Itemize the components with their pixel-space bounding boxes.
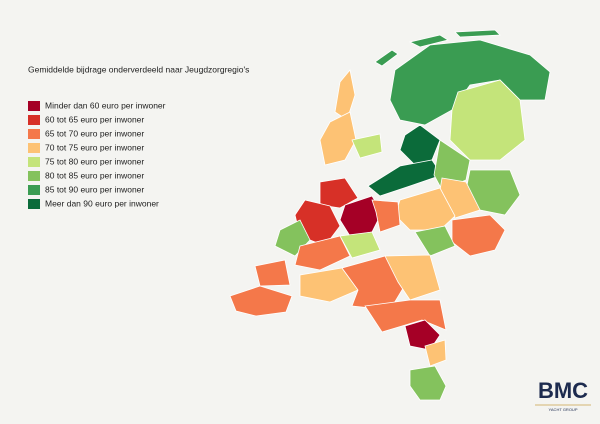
region <box>254 259 291 287</box>
island <box>374 49 399 67</box>
region <box>319 111 357 166</box>
island <box>454 29 501 38</box>
logo-tagline: YACHT GROUP <box>549 407 578 412</box>
island <box>408 34 450 48</box>
logo-name: BMC <box>538 378 588 403</box>
region <box>449 79 526 161</box>
region <box>424 339 447 367</box>
logo: BMC YACHT GROUP <box>535 378 591 412</box>
legend-label: Minder dan 60 euro per inwoner <box>45 100 166 110</box>
legend-label: Meer dan 90 euro per inwoner <box>45 198 159 208</box>
legend-label: 75 tot 80 euro per inwoner <box>45 156 144 166</box>
region <box>384 254 441 301</box>
legend-swatch <box>28 157 40 167</box>
region <box>294 235 351 271</box>
region <box>409 365 447 401</box>
legend-label: 70 tot 75 euro per inwoner <box>45 142 144 152</box>
legend: Minder dan 60 euro per inwoner 60 tot 65 … <box>28 100 166 209</box>
region <box>404 319 441 351</box>
region <box>334 69 356 121</box>
region <box>371 199 401 233</box>
title: Gemiddelde bijdrage onderverdeeld naar J… <box>28 64 249 74</box>
legend-swatch <box>28 185 40 195</box>
region <box>339 231 381 259</box>
region <box>414 225 456 257</box>
legend-swatch <box>28 171 40 181</box>
legend-swatch <box>28 101 40 111</box>
legend-label: 60 tot 65 euro per inwoner <box>45 114 144 124</box>
legend-label: 80 tot 85 euro per inwoner <box>45 170 144 180</box>
legend-swatch <box>28 115 40 125</box>
legend-swatch <box>28 129 40 139</box>
region <box>299 267 359 303</box>
map <box>229 29 551 401</box>
legend-label: 65 tot 70 euro per inwoner <box>45 128 144 138</box>
legend-swatch <box>28 143 40 153</box>
region <box>451 214 506 257</box>
legend-swatch <box>28 199 40 209</box>
region <box>364 299 447 333</box>
legend-label: 85 tot 90 euro per inwoner <box>45 184 144 194</box>
region <box>319 177 359 209</box>
region <box>399 124 441 166</box>
region <box>351 133 383 159</box>
region <box>229 285 293 317</box>
